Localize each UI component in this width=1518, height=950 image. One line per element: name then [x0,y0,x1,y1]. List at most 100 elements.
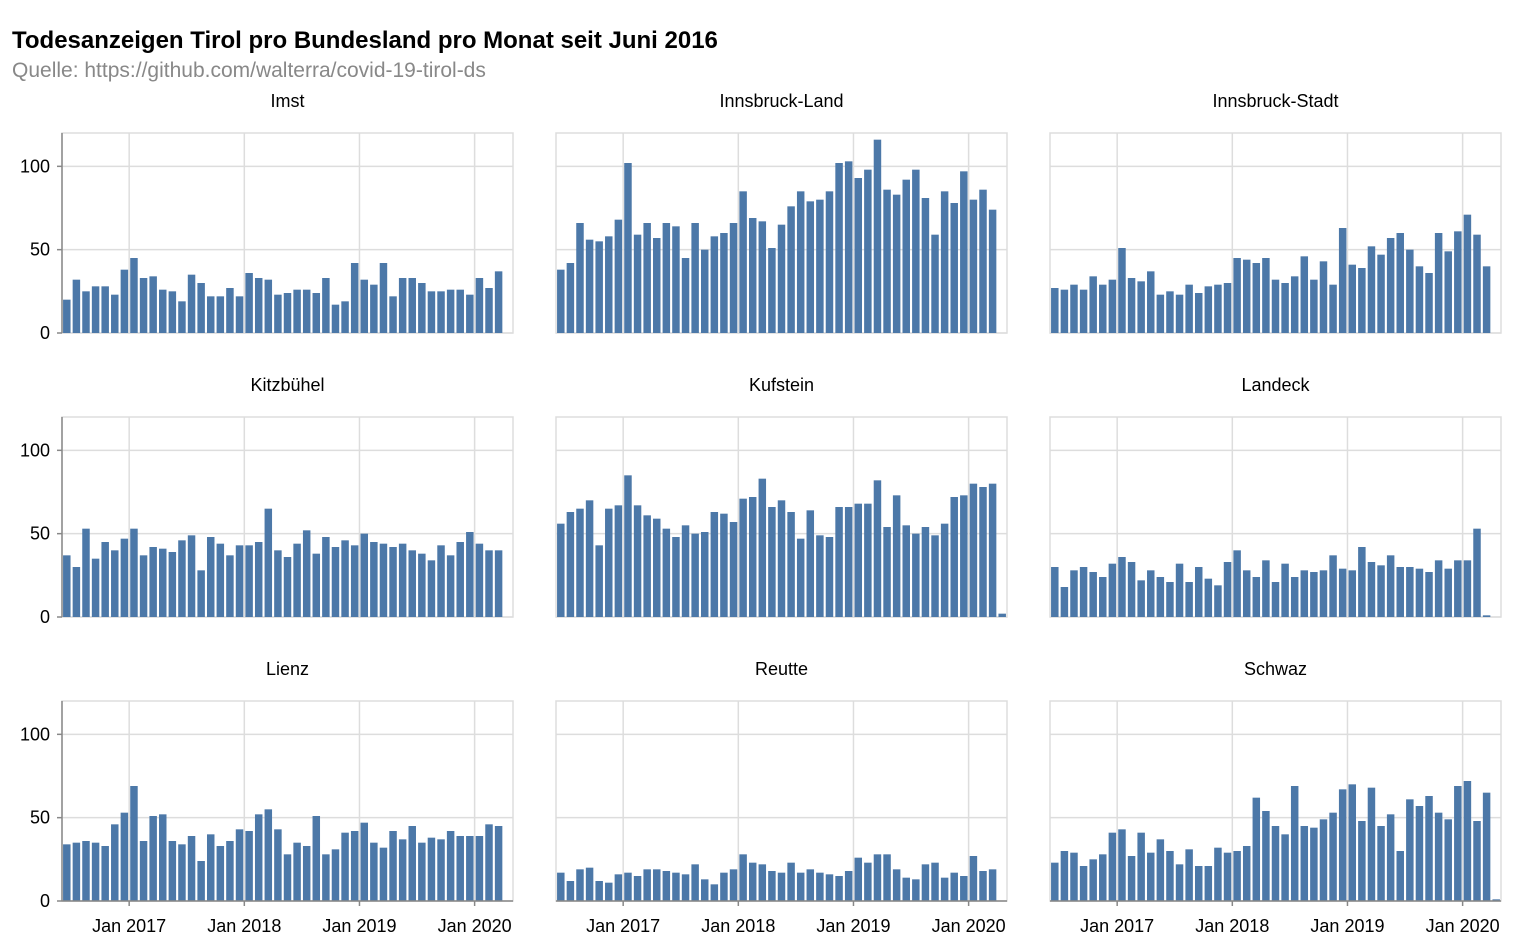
bar [1156,294,1165,333]
bar [940,523,949,617]
bar [264,279,273,333]
bar [1434,812,1443,901]
bar [1070,852,1078,901]
bar [475,543,484,617]
bar [700,249,709,333]
bar [379,847,388,901]
bar [494,271,503,333]
bar [149,816,157,901]
bar [264,809,273,901]
bar [226,555,234,617]
bar [816,535,824,617]
bar [1252,263,1261,333]
bar [921,527,930,617]
bar [1137,281,1145,333]
bar [245,545,253,617]
bar [408,550,416,617]
bar [91,286,100,333]
bar [864,862,872,901]
bar [494,826,503,901]
bar [844,871,853,901]
bar [768,507,776,617]
bar [1367,562,1376,617]
bar [633,505,642,617]
bar [931,862,939,901]
bar [235,829,244,901]
bar [216,543,225,617]
x-tick-label: Jan 2019 [322,916,396,936]
x-tick-label: Jan 2019 [816,916,890,936]
bar [370,542,378,617]
bar [1070,570,1078,617]
bar [293,842,301,901]
bar [178,301,186,333]
bar [312,553,321,617]
bar [91,558,100,617]
bar [293,289,301,333]
bar [1425,572,1433,617]
bar [787,862,795,901]
bar [1262,560,1270,617]
facet-label: Kitzbühel [250,375,324,395]
bar [1185,849,1193,901]
bar [883,854,891,901]
bar [672,226,680,333]
bar [456,289,464,333]
bar [873,854,882,901]
facet-imst: 0 50 100 Imst [20,91,514,343]
bar [950,497,958,617]
y-tick-label: 100 [20,156,50,176]
bar [1377,254,1385,333]
bar [408,278,416,333]
bar [206,537,215,617]
bar [1099,284,1107,333]
bar [283,557,292,617]
bar [844,161,853,333]
bar [159,814,167,901]
x-tick-label: Jan 2020 [438,916,512,936]
y-tick-label: 0 [40,323,50,343]
bar [902,179,910,333]
bar [1406,567,1414,617]
bar [912,879,920,901]
bar [1434,233,1443,333]
bar [729,869,738,901]
bar [1473,528,1481,617]
facet-label: Schwaz [1244,659,1307,679]
bar [350,263,359,333]
bar [1175,563,1184,617]
bar [149,547,157,617]
bar [1242,570,1251,617]
bar [427,837,436,901]
bar [768,871,776,901]
bar [662,871,671,901]
bar [605,236,613,333]
bar [557,269,565,333]
bar [729,223,738,333]
bar [672,537,680,617]
bar [806,869,815,901]
bar [197,283,205,333]
bar [427,291,436,333]
bar [653,238,661,333]
bar [1147,570,1155,617]
bar [1271,582,1280,617]
bar [1444,251,1452,333]
bar [1118,829,1126,901]
bar [557,872,565,901]
bar [1348,570,1357,617]
bar [302,846,311,901]
x-tick-label: Jan 2017 [586,916,660,936]
bar [1252,577,1261,617]
bar [1434,560,1443,617]
bar [835,507,843,617]
bar [643,223,651,333]
bar [595,545,603,617]
bar [1223,852,1232,901]
bar [178,844,186,901]
bar [1425,796,1433,901]
bar [1300,826,1309,901]
bar [576,508,584,617]
bar [1233,550,1241,617]
x-tick-label: Jan 2019 [1310,916,1384,936]
